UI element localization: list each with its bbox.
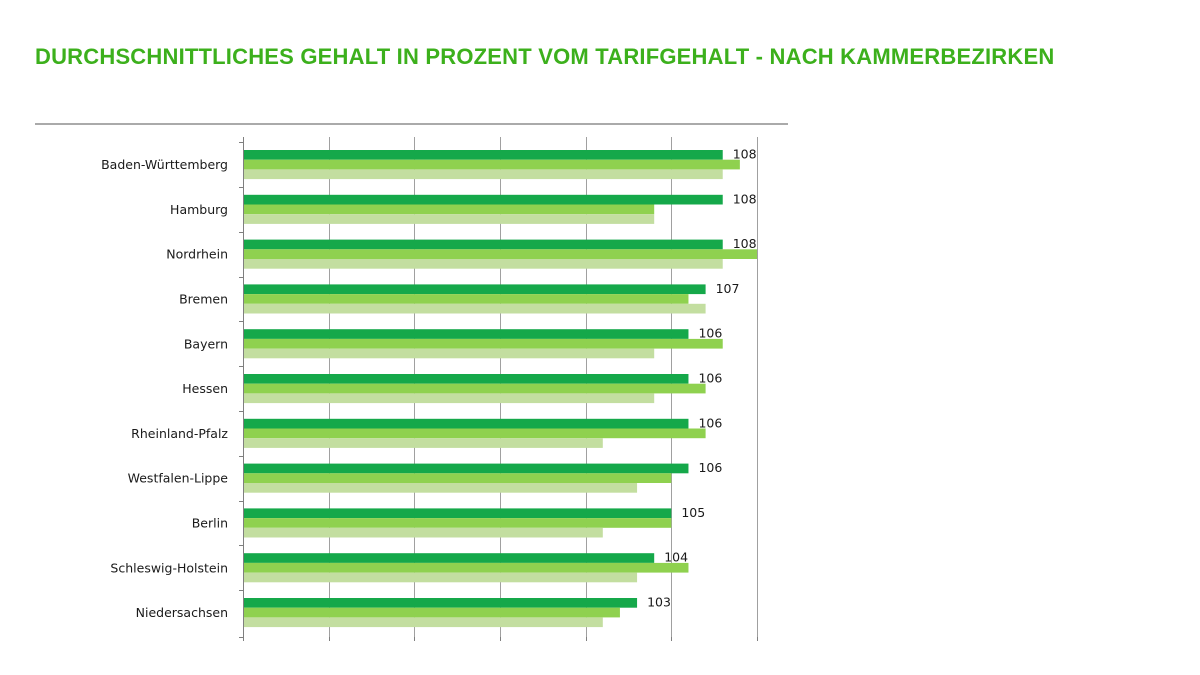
bar <box>244 214 655 224</box>
bar <box>244 204 655 215</box>
value-label: 108 <box>733 147 757 162</box>
category-label: Baden-Württemberg <box>101 157 228 172</box>
bar <box>244 329 689 339</box>
value-label: 108 <box>733 236 757 251</box>
value-label: 105 <box>681 505 705 520</box>
axes <box>35 123 788 641</box>
value-label: 106 <box>698 371 722 386</box>
bar <box>244 527 603 538</box>
category-label: Niedersachsen <box>136 605 228 620</box>
bar <box>244 338 723 349</box>
category-label: Schleswig-Holstein <box>110 560 228 575</box>
labels: Baden-Württemberg 108 Hamburg 108 Nordrhein 1… <box>101 147 757 621</box>
bar <box>244 483 638 493</box>
value-label: 106 <box>698 460 722 475</box>
value-label: 103 <box>647 595 671 610</box>
bar <box>244 159 740 170</box>
value-label: 104 <box>664 550 688 565</box>
bar <box>244 194 723 205</box>
bar <box>244 303 706 314</box>
bar <box>244 393 655 404</box>
category-label: Bayern <box>184 336 228 351</box>
bar <box>244 294 689 304</box>
bar <box>244 463 689 474</box>
bar <box>244 518 672 528</box>
category-label: Rheinland-Pfalz <box>131 426 228 441</box>
bar <box>244 383 706 394</box>
category-label: Hamburg <box>170 202 228 217</box>
bar <box>244 598 638 608</box>
bar <box>244 239 723 250</box>
value-label: 108 <box>733 191 757 206</box>
value-label: 106 <box>698 326 722 341</box>
bar <box>244 428 706 439</box>
bars <box>244 150 757 628</box>
bar <box>244 607 620 618</box>
bar <box>244 374 689 384</box>
bar <box>244 572 638 583</box>
chart-title: DURCHSCHNITTLICHES GEHALT IN PROZENT VOM… <box>35 44 1055 69</box>
bar <box>244 617 603 628</box>
bar <box>244 473 672 483</box>
bar <box>244 562 689 573</box>
bar <box>244 284 706 295</box>
bar <box>244 249 757 259</box>
value-label: 107 <box>716 281 740 296</box>
bar <box>244 553 655 563</box>
value-label: 106 <box>698 415 722 430</box>
bar <box>244 348 655 359</box>
category-label: Bremen <box>179 291 228 306</box>
bar <box>244 259 723 269</box>
category-label: Nordrhein <box>166 247 228 262</box>
bar <box>244 438 603 448</box>
bar <box>244 508 672 519</box>
category-label: Hessen <box>182 381 228 396</box>
bar <box>244 150 723 160</box>
bar <box>244 169 723 180</box>
category-label: Berlin <box>192 515 228 530</box>
category-label: Westfalen-Lippe <box>128 471 229 486</box>
bar <box>244 418 689 429</box>
